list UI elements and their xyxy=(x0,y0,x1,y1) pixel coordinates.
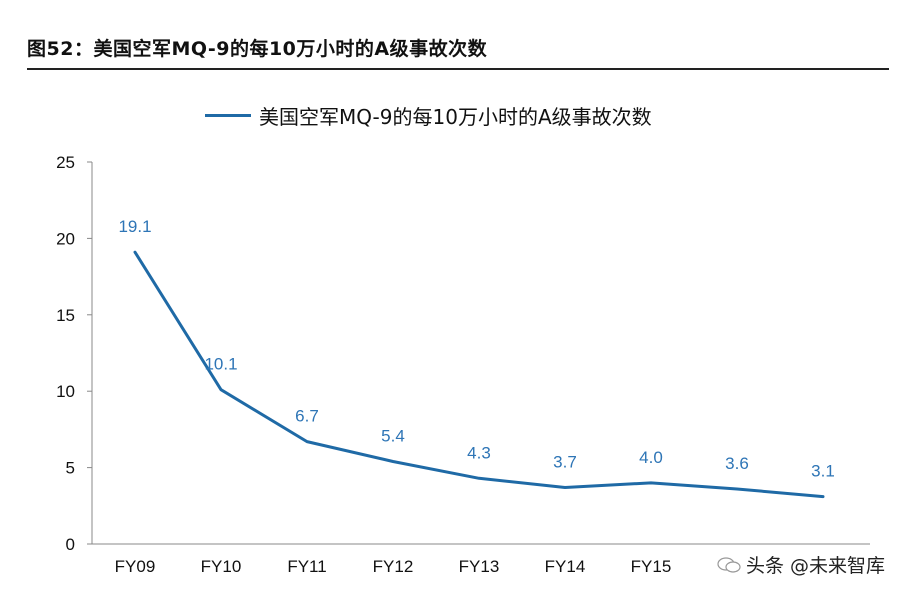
x-tick-label: FY12 xyxy=(373,557,414,576)
chart-axes xyxy=(91,162,870,545)
data-label: 6.7 xyxy=(295,407,319,426)
chart-legend: 美国空军MQ-9的每10万小时的A级事故次数 xyxy=(205,101,652,130)
data-label: 3.1 xyxy=(811,462,835,481)
title-divider xyxy=(27,68,889,70)
y-axis-ticks: 0 5 10 15 20 25 xyxy=(56,153,92,554)
x-tick-label: FY11 xyxy=(287,557,326,576)
series-line-group xyxy=(133,250,825,499)
data-label: 10.1 xyxy=(204,355,237,374)
series-line xyxy=(133,250,825,499)
legend-line-swatch xyxy=(205,114,251,117)
data-label: 3.7 xyxy=(553,452,577,471)
x-tick-label: FY13 xyxy=(459,557,500,576)
x-axis-ticks: FY09 FY10 FY11 FY12 FY13 FY14 FY15 xyxy=(115,557,672,576)
x-tick-label: FY15 xyxy=(631,557,672,576)
data-label: 19.1 xyxy=(118,217,151,236)
data-label: 3.6 xyxy=(725,454,749,473)
y-tick-label: 15 xyxy=(56,306,75,325)
x-tick-label: FY09 xyxy=(115,557,156,576)
chat-bubble-icon xyxy=(717,556,741,573)
x-tick-label: FY10 xyxy=(201,557,242,576)
data-label: 4.0 xyxy=(639,448,663,467)
data-label: 5.4 xyxy=(381,426,405,445)
y-tick-label: 25 xyxy=(56,153,75,172)
watermark: 头条 @未来智库 xyxy=(716,551,885,578)
y-tick-label: 0 xyxy=(66,535,75,554)
legend-label: 美国空军MQ-9的每10万小时的A级事故次数 xyxy=(259,105,652,129)
figure-title: 图52：美国空军MQ-9的每10万小时的A级事故次数 xyxy=(27,38,488,60)
watermark-text: 头条 @未来智库 xyxy=(746,555,886,577)
x-tick-label: FY14 xyxy=(545,557,586,576)
y-tick-label: 10 xyxy=(56,382,75,401)
data-labels: 19.1 10.1 6.7 5.4 4.3 3.7 4.0 3.6 3.1 xyxy=(118,217,834,480)
y-tick-label: 5 xyxy=(66,459,75,478)
data-label: 4.3 xyxy=(467,443,491,462)
y-tick-label: 20 xyxy=(56,229,75,248)
